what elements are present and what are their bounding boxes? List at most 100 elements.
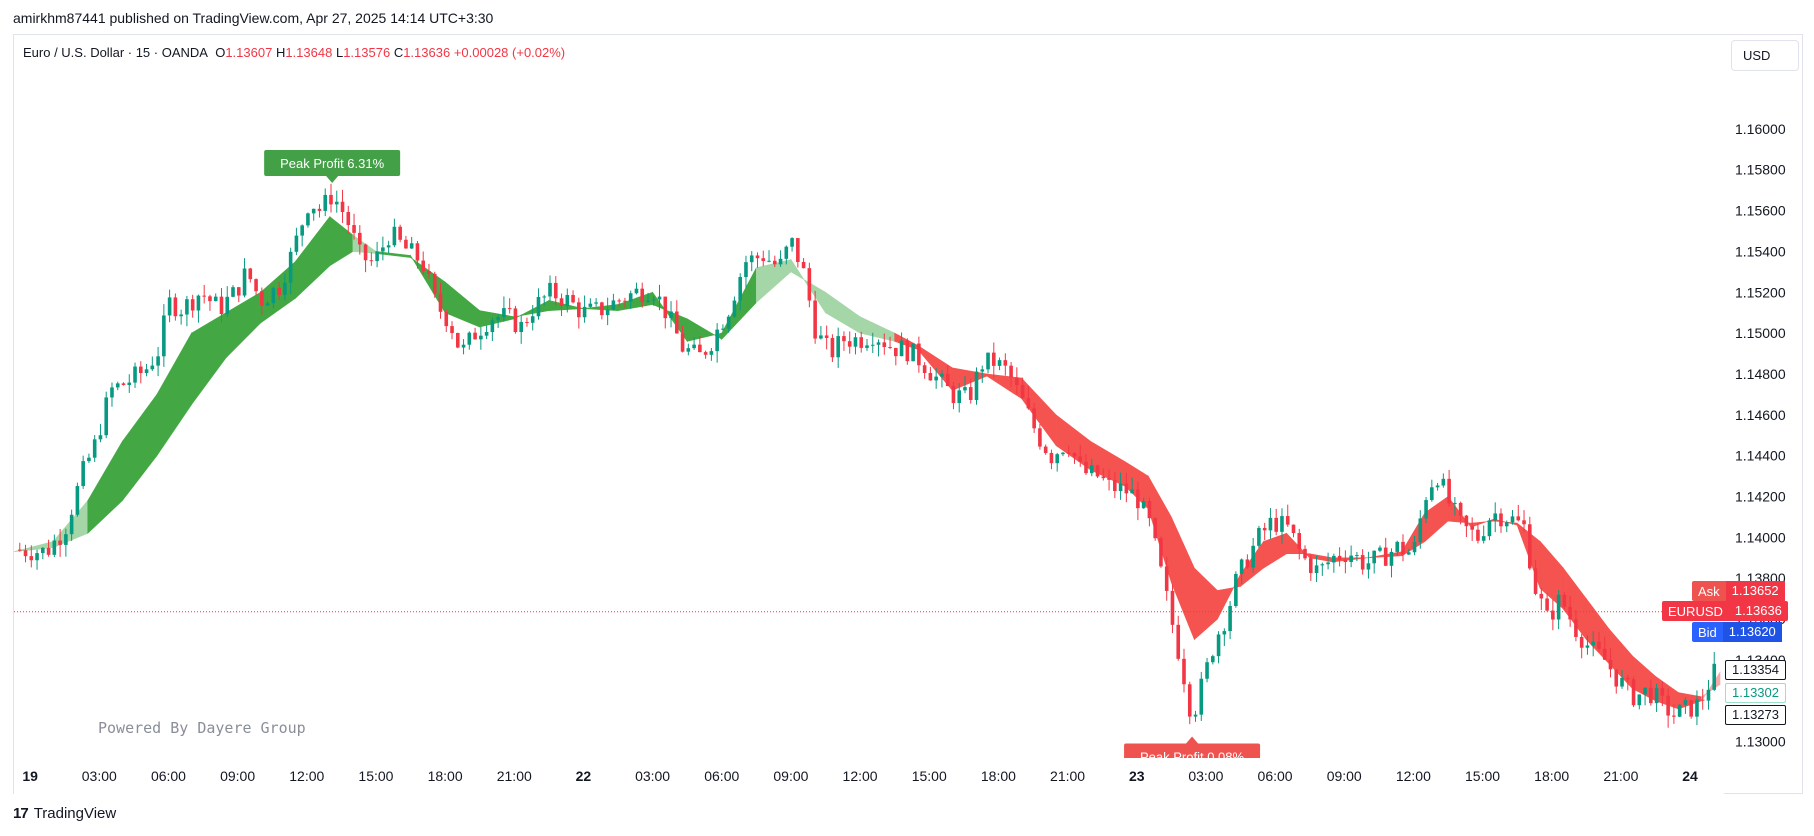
candle-body bbox=[1464, 515, 1469, 527]
level-tag-2: 1.13302 bbox=[1725, 683, 1786, 703]
candle-body bbox=[427, 271, 431, 274]
candle-body bbox=[231, 287, 235, 297]
x-tick-label: 03:00 bbox=[635, 768, 670, 784]
candle-body bbox=[605, 309, 610, 316]
x-tick-label: 09:00 bbox=[1327, 768, 1362, 784]
x-tick-label: 18:00 bbox=[981, 768, 1016, 784]
candle-body bbox=[1182, 658, 1186, 685]
time-axis-background bbox=[14, 758, 1724, 798]
x-tick-label: 06:00 bbox=[1258, 768, 1293, 784]
trend-band-segment bbox=[756, 259, 792, 304]
candle-body bbox=[196, 295, 201, 311]
candle-body bbox=[744, 262, 748, 278]
candle-body bbox=[323, 194, 328, 211]
x-tick-label: 23 bbox=[1129, 768, 1145, 784]
x-tick-label: 06:00 bbox=[151, 768, 186, 784]
candle-body bbox=[75, 486, 80, 515]
candle-body bbox=[1625, 677, 1630, 680]
candle-body bbox=[761, 258, 766, 261]
candle-body bbox=[703, 352, 708, 355]
candle-body bbox=[1487, 520, 1492, 537]
candle-body bbox=[1084, 461, 1088, 474]
candle-body bbox=[1257, 527, 1261, 546]
candle-body bbox=[830, 337, 835, 358]
candle-body bbox=[242, 268, 247, 296]
level-tag-1-value: 1.13354 bbox=[1732, 662, 1779, 677]
symbol-name[interactable]: Euro / U.S. Dollar · 15 · OANDA bbox=[23, 45, 208, 60]
x-tick-label: 19 bbox=[22, 768, 38, 784]
candle-body bbox=[1072, 453, 1077, 457]
close-value: 1.13636 bbox=[403, 45, 451, 60]
candle-body bbox=[1372, 550, 1376, 564]
trend-band-segment bbox=[1171, 516, 1195, 640]
footer-brand[interactable]: 17 TradingView bbox=[13, 805, 116, 822]
candle-body bbox=[525, 321, 529, 323]
candle-body bbox=[496, 316, 500, 321]
y-tick-label: 1.14200 bbox=[1735, 489, 1786, 505]
candle-body bbox=[1556, 594, 1561, 620]
candle-body bbox=[628, 293, 633, 302]
candle-body bbox=[409, 243, 414, 249]
candle-body bbox=[1458, 502, 1463, 516]
candle-body bbox=[1435, 485, 1440, 488]
candle-body bbox=[1314, 565, 1319, 574]
candle-body bbox=[1683, 700, 1688, 705]
candle-body bbox=[928, 373, 933, 381]
candle-body bbox=[17, 549, 22, 551]
candle-body bbox=[127, 382, 132, 386]
candle-body bbox=[363, 244, 368, 261]
x-tick-label: 15:00 bbox=[358, 768, 393, 784]
candle-body bbox=[530, 316, 535, 323]
candle-body bbox=[571, 294, 575, 303]
candle-body bbox=[1049, 452, 1054, 464]
candle-body bbox=[1147, 500, 1152, 519]
candle-body bbox=[300, 225, 304, 236]
candle-body bbox=[432, 273, 437, 294]
candle-body bbox=[1643, 687, 1647, 695]
symbol-legend[interactable]: Euro / U.S. Dollar · 15 · OANDA O 1.13607… bbox=[23, 45, 565, 60]
x-tick-label: 22 bbox=[576, 768, 592, 784]
candle-body bbox=[588, 303, 593, 307]
candle-body bbox=[1383, 547, 1388, 566]
currency-button[interactable]: USD bbox=[1731, 40, 1799, 71]
candle-body bbox=[455, 333, 460, 348]
bid-label: Bid bbox=[1698, 624, 1717, 640]
candle-body bbox=[1672, 715, 1676, 717]
candle-body bbox=[404, 239, 408, 249]
x-tick-label: 15:00 bbox=[1465, 768, 1500, 784]
candle-body bbox=[1695, 699, 1699, 717]
candle-body bbox=[1660, 688, 1665, 696]
candle-body bbox=[173, 297, 178, 317]
candle-body bbox=[294, 235, 299, 252]
candle-body bbox=[58, 540, 62, 545]
candle-body bbox=[1222, 631, 1227, 635]
candle-body bbox=[381, 247, 385, 252]
x-tick-label: 18:00 bbox=[428, 768, 463, 784]
candle-body bbox=[548, 282, 552, 297]
candle-body bbox=[421, 260, 426, 272]
candle-body bbox=[415, 243, 420, 261]
candle-body bbox=[865, 345, 869, 348]
candle-body bbox=[144, 369, 149, 374]
trend-band-segment bbox=[444, 281, 480, 328]
watermark-text: Powered By Dayere Group bbox=[98, 719, 306, 737]
candle-body bbox=[1637, 694, 1642, 706]
candle-body bbox=[1476, 529, 1480, 541]
candle-body bbox=[1649, 687, 1653, 704]
candle-body bbox=[888, 347, 892, 349]
candle-body bbox=[974, 371, 979, 400]
candle-body bbox=[1597, 641, 1601, 649]
candle-body bbox=[1355, 555, 1359, 557]
candle-body bbox=[1245, 559, 1250, 568]
candle-body bbox=[1107, 478, 1111, 480]
y-tick-label: 1.15200 bbox=[1735, 284, 1786, 300]
high-label: H bbox=[275, 45, 286, 60]
candle-body bbox=[386, 245, 391, 248]
level-tag-3: 1.13273 bbox=[1725, 705, 1786, 725]
candle-body bbox=[997, 360, 1002, 366]
low-label: L bbox=[335, 45, 344, 60]
candle-body bbox=[1239, 559, 1244, 574]
candle-body bbox=[513, 308, 518, 333]
candle-body bbox=[1614, 669, 1619, 687]
